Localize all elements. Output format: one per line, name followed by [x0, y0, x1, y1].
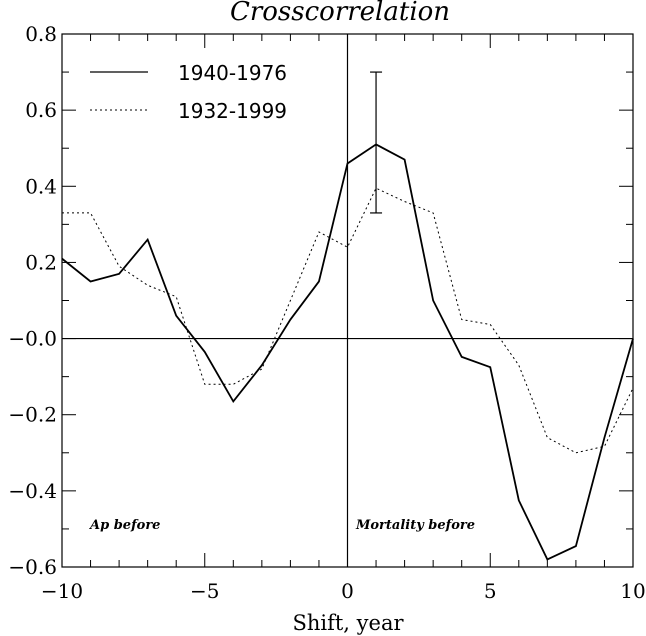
axes: −10 −5 0 5 10 −0.6 −0.4 −0.2 −0.0 0.2 0.4 0.6 0.8 [8, 22, 645, 603]
plot-marks [61, 34, 634, 567]
legend-label-2: 1932-1999 [178, 99, 287, 123]
annotation-ap-before: Ap before [88, 518, 160, 533]
x-tick-label: −5 [190, 579, 219, 603]
y-tick-label: −0.0 [8, 327, 57, 351]
y-tick-label: −0.6 [8, 555, 57, 579]
series-line-2 [62, 187, 634, 454]
y-tick-label: −0.4 [8, 479, 57, 503]
chart-title: Crosscorrelation [230, 0, 450, 27]
x-tick-label: 10 [620, 579, 645, 603]
y-tick-label: 0.2 [25, 250, 57, 274]
x-tick-label: 0 [341, 579, 354, 603]
legend: 1940-1976 1932-1999 [90, 61, 287, 123]
y-tick-label: 0.6 [25, 98, 57, 122]
annotation-mortality-before: Mortality before [355, 518, 475, 533]
x-tick-label: −10 [41, 579, 83, 603]
series-line-1 [61, 143, 634, 561]
y-tick-label: 0.4 [25, 174, 57, 198]
x-tick-label: 5 [484, 579, 497, 603]
y-tick-label: 0.8 [25, 22, 57, 46]
x-axis-label: Shift, year [292, 611, 404, 635]
y-tick-label: −0.2 [8, 403, 57, 427]
legend-label-1: 1940-1976 [178, 61, 287, 85]
